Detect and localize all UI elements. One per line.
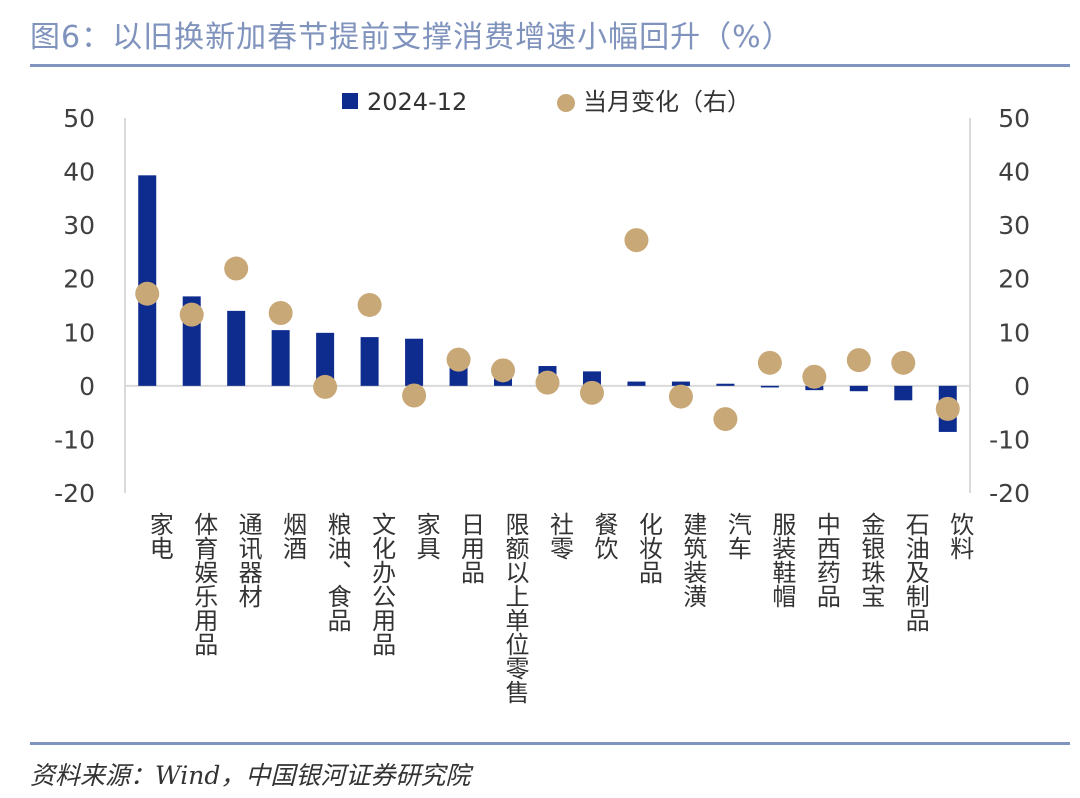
y-tick-label-left: 0: [79, 372, 95, 401]
category-label: 饮料: [946, 512, 974, 560]
y-tick-label-right: -20: [989, 479, 1030, 508]
category-label: 化妆品: [634, 512, 662, 584]
change-dot: [624, 228, 649, 253]
bar: [671, 381, 690, 386]
y-tick-label-left: -20: [54, 479, 95, 508]
change-dot: [268, 301, 293, 325]
legend-bar-swatch: [342, 93, 358, 109]
category-label: 中西药品: [812, 512, 840, 608]
bar: [271, 330, 290, 386]
legend: 2024-12 当月变化（右）: [342, 88, 751, 116]
category-label: 餐饮: [590, 512, 618, 560]
chart-title: 图6：以旧换新加春节提前支撑消费增速小幅回升（%）: [30, 20, 793, 55]
bar: [227, 310, 246, 386]
bar: [894, 385, 913, 401]
bar: [138, 175, 157, 386]
category-label: 通讯器材: [234, 512, 262, 608]
category-label: 建筑装潢: [679, 512, 707, 608]
bar: [360, 337, 379, 386]
change-dot: [535, 370, 560, 395]
dot-series: [135, 228, 960, 432]
change-dot: [179, 302, 204, 327]
change-dot: [357, 292, 382, 317]
y-tick-label-right: 40: [998, 158, 1030, 187]
category-label: 体育娱乐用品: [190, 512, 218, 656]
legend-dot-swatch: [557, 94, 575, 112]
y-tick-label-left: 20: [63, 265, 95, 294]
y-tick-label-left: -10: [54, 425, 95, 454]
category-label: 烟酒: [279, 512, 307, 560]
change-dot: [668, 384, 693, 409]
chart: 50 50 40 40 30 30 20 20 10 10 0 0 -10 -10 -20 -20 家电 体育娱…: [54, 88, 1030, 704]
change-dot: [713, 407, 738, 432]
tick-labels: 50 50 40 40 30 30 20 20 10 10 0 0 -10 -10 -20 -20: [54, 104, 1030, 508]
y-tick-label-right: 10: [998, 318, 1030, 347]
change-dot: [802, 364, 827, 389]
axes: [124, 118, 971, 493]
category-label: 汽车: [723, 512, 751, 560]
change-dot: [757, 350, 782, 375]
category-label: 石油及制品: [901, 512, 929, 632]
change-dot: [135, 281, 160, 306]
bar: [627, 381, 646, 386]
source-note: 资料来源：Wind，中国银河证券研究院: [30, 761, 471, 790]
bar: [716, 383, 735, 386]
y-tick-label-right: 30: [998, 211, 1030, 240]
category-label: 家电: [145, 512, 173, 560]
change-dot: [313, 374, 338, 399]
change-dot: [402, 383, 427, 408]
change-dot: [224, 256, 249, 281]
category-label: 日用品: [457, 512, 485, 584]
y-tick-label-right: 20: [998, 265, 1030, 294]
category-label: 粮油、食品: [323, 512, 351, 632]
category-label: 限额以上单位零售: [501, 512, 529, 704]
category-label: 金银珠宝: [857, 512, 885, 608]
category-labels: 家电 体育娱乐用品 通讯器材 烟酒 粮油、食品 文化办公用品 家具 日用品 限额以上单位零售 社零…: [145, 512, 974, 704]
y-tick-label-left: 30: [63, 211, 95, 240]
y-tick-label-right: 50: [998, 104, 1030, 133]
change-dot: [491, 358, 516, 383]
y-tick-label-left: 50: [63, 104, 95, 133]
category-label: 家具: [412, 512, 440, 560]
category-label: 文化办公用品: [368, 512, 396, 656]
legend-dot-label: 当月变化（右）: [583, 88, 751, 116]
change-dot: [891, 350, 916, 375]
category-label: 服装鞋帽: [768, 512, 796, 608]
category-label: 社零: [546, 512, 574, 560]
bar: [316, 332, 335, 386]
bar: [760, 385, 779, 388]
legend-bar-label: 2024-12: [367, 88, 467, 116]
change-dot: [846, 348, 871, 373]
change-dot: [935, 396, 960, 421]
footer-divider: [30, 742, 1070, 745]
y-tick-label-right: 0: [1014, 372, 1030, 401]
y-tick-label-left: 10: [63, 318, 95, 347]
y-tick-label-right: -10: [989, 425, 1030, 454]
y-tick-label-left: 40: [63, 158, 95, 187]
title-divider: [30, 64, 1070, 67]
change-dot: [446, 347, 471, 372]
bar: [849, 385, 868, 392]
bar: [405, 338, 424, 386]
change-dot: [579, 380, 604, 405]
